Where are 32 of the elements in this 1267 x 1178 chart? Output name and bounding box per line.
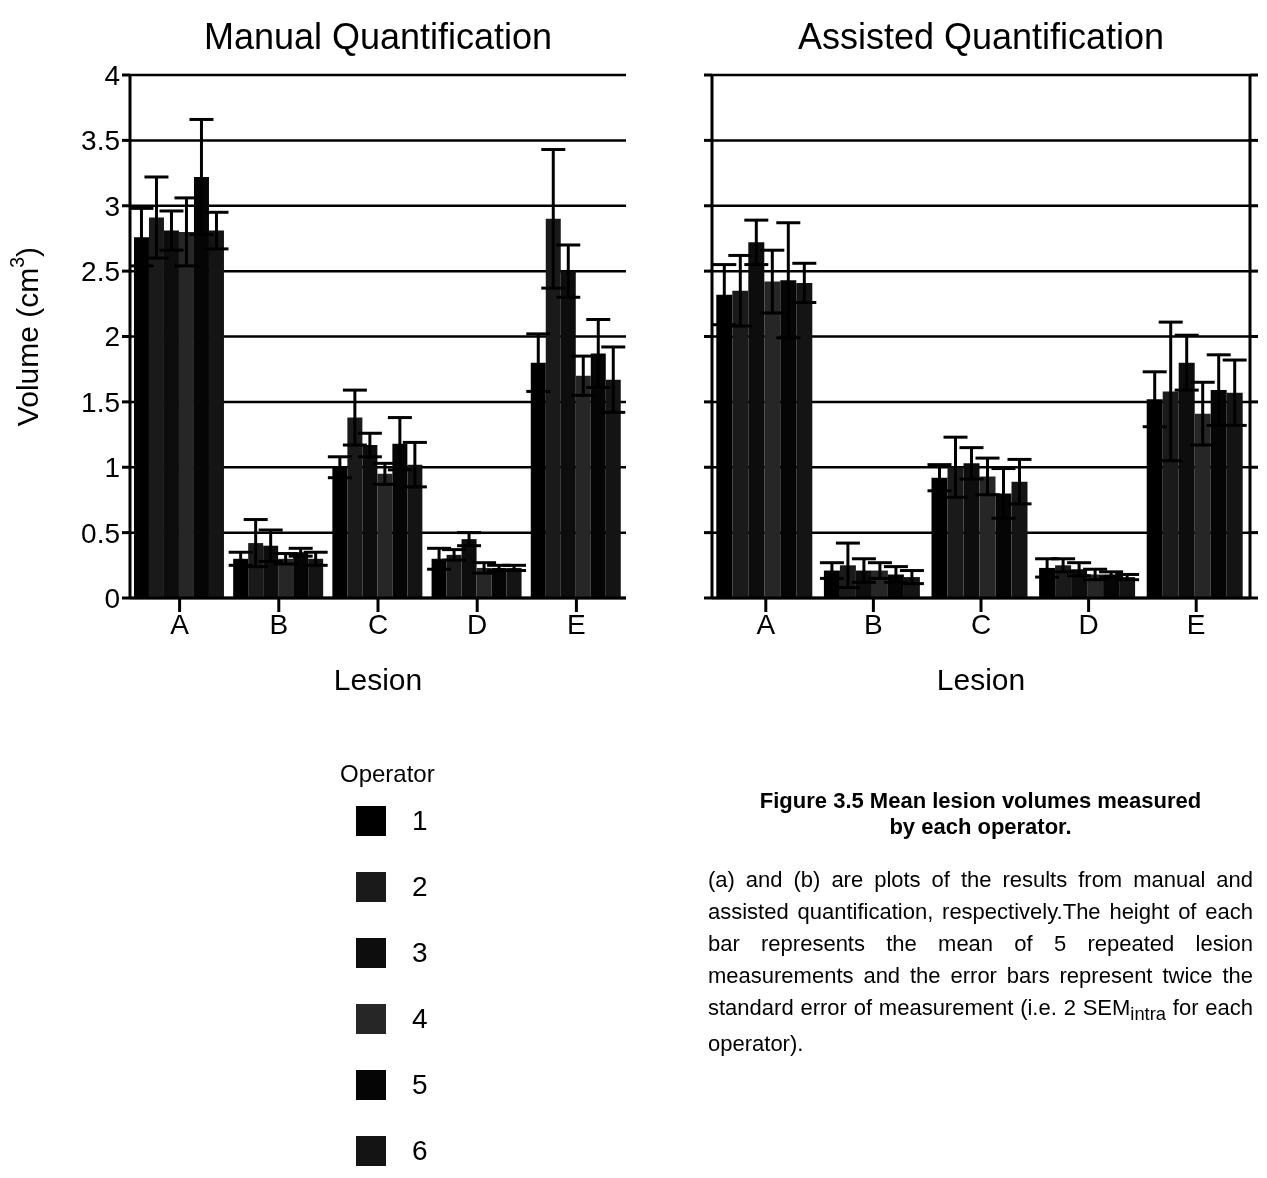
legend-label: 4 — [412, 1003, 428, 1035]
x-tick-label: C — [367, 608, 389, 640]
y-tick-label: 0 — [104, 582, 120, 614]
chart-title: Assisted Quantification — [796, 16, 1166, 58]
y-tick-label: 3 — [104, 190, 120, 222]
text: (a) and (b) are plots of the results from manual and assisted quantification, respectively.The height of each bar represents the mean of 5 repeated lesion measurements and the error bars represent twice the standard error of measurement (i.e. 2 SEM$_{intra}$ for each operator). — [708, 867, 1253, 1056]
y-tick-label: 1.5 — [81, 386, 120, 418]
legend-label: 1 — [412, 805, 428, 837]
y-tick-label: 3.5 — [81, 125, 120, 157]
legend-label: 3 — [412, 937, 428, 969]
y-tick-label: 1 — [104, 452, 120, 484]
x-tick-label: D — [1078, 608, 1099, 640]
x-tick-label: D — [467, 608, 488, 640]
y-tick-label: 2.5 — [81, 256, 120, 288]
x-tick-label: E — [567, 608, 586, 640]
x-tick-label: B — [269, 608, 289, 640]
y-tick-label: 2 — [104, 321, 120, 353]
legend-title: Operator — [340, 760, 435, 788]
legend-label: 6 — [412, 1135, 428, 1167]
x-axis-title: Lesion — [333, 663, 423, 696]
x-tick-label: A — [756, 608, 776, 640]
x-tick-label: E — [1186, 608, 1206, 640]
legend-label: 5 — [412, 1069, 428, 1101]
y-tick-label: 0.5 — [81, 517, 120, 549]
x-tick-label: C — [970, 608, 992, 640]
caption: Figure 3.5 Mean lesion volumes measured by each operator. — [758, 788, 1203, 840]
x-tick-label: B — [864, 608, 883, 640]
y-tick-label: 4 — [104, 59, 120, 91]
x-tick-label: A — [170, 608, 190, 640]
chart-title: Manual Quantification — [202, 16, 554, 58]
legend-label: 2 — [412, 871, 428, 903]
x-axis-title: Lesion — [936, 663, 1026, 696]
